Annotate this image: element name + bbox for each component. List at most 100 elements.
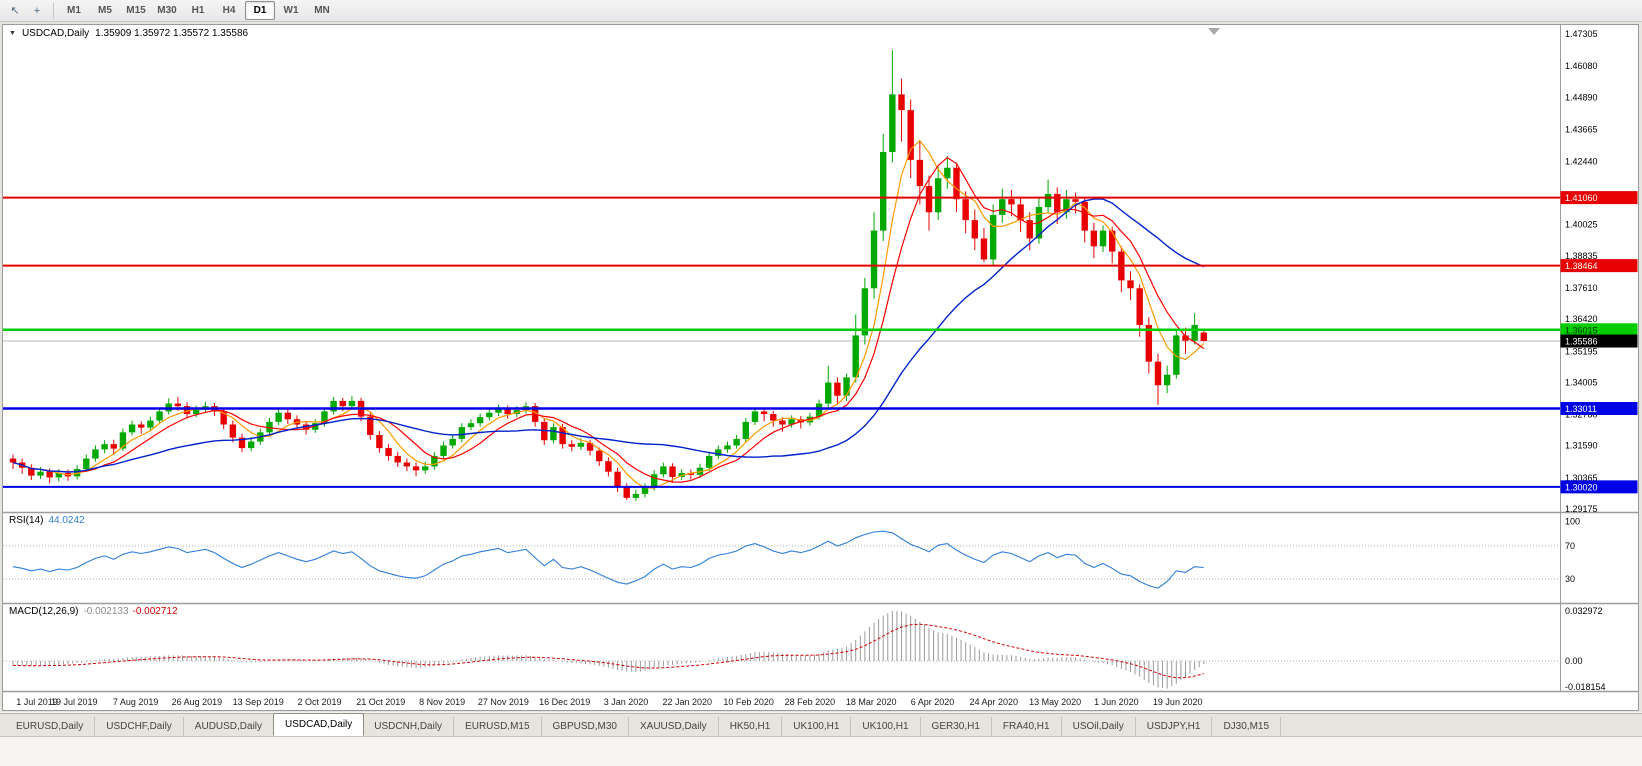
svg-text:1.33011: 1.33011 bbox=[1565, 404, 1597, 414]
timeframe-toolbar: ↖ + M1 M5 M15 M30 H1 H4 D1 W1 MN bbox=[0, 0, 1642, 22]
svg-text:19 Jun 2020: 19 Jun 2020 bbox=[1153, 697, 1203, 707]
svg-text:21 Oct 2019: 21 Oct 2019 bbox=[356, 697, 405, 707]
level-price-badge bbox=[1560, 480, 1638, 494]
svg-text:1.38464: 1.38464 bbox=[1565, 261, 1598, 271]
level-price-badge bbox=[1560, 401, 1638, 415]
level-price-badge bbox=[1560, 259, 1638, 273]
svg-text:1.34005: 1.34005 bbox=[1565, 377, 1598, 387]
mid-ma-line bbox=[12, 156, 1205, 483]
price-axis[interactable]: 1.47305 1.46080 1.44890 1.43665 1.42440 1.400… bbox=[1560, 29, 1638, 514]
tab-fra40-h1[interactable]: FRA40,H1 bbox=[992, 717, 1062, 736]
rsi-indicator-label: RSI(14) 44.0242 bbox=[9, 515, 85, 526]
timeframe-m1-button[interactable]: M1 bbox=[67, 5, 81, 16]
svg-text:1.31590: 1.31590 bbox=[1565, 441, 1598, 451]
svg-text:30: 30 bbox=[1565, 574, 1575, 584]
svg-text:1.36420: 1.36420 bbox=[1565, 314, 1598, 324]
svg-text:16 Dec 2019: 16 Dec 2019 bbox=[539, 697, 590, 707]
chart-dropdown-icon[interactable]: ▼ bbox=[9, 30, 16, 37]
timeframe-m15-button[interactable]: M15 bbox=[126, 5, 146, 16]
tab-gbpusd-m30[interactable]: GBPUSD,M30 bbox=[542, 717, 629, 736]
svg-text:1 Jun 2020: 1 Jun 2020 bbox=[1094, 697, 1139, 707]
price-chart[interactable]: 1.47305 1.46080 1.44890 1.43665 1.42440 1.400… bbox=[2, 24, 1639, 711]
svg-text:1.37610: 1.37610 bbox=[1565, 283, 1598, 293]
slow-ma-line bbox=[12, 198, 1205, 473]
svg-text:0.00: 0.00 bbox=[1565, 656, 1583, 666]
indicator-axis-labels: 100 70 30 0.032972 0.00 -0.018154 bbox=[1565, 516, 1606, 692]
svg-text:1.29175: 1.29175 bbox=[1565, 504, 1598, 514]
fast-ma-line bbox=[12, 139, 1205, 489]
timeframe-m5-button[interactable]: M5 bbox=[98, 5, 112, 16]
macd-main-value: -0.002133 bbox=[83, 606, 129, 617]
level-price-badge bbox=[1560, 323, 1638, 337]
timeframe-h4-button[interactable]: H4 bbox=[222, 5, 236, 16]
svg-text:10 Feb 2020: 10 Feb 2020 bbox=[723, 697, 774, 707]
rsi-pane bbox=[3, 530, 1561, 589]
macd-indicator-label: MACD(12,26,9) -0.002133 -0.002712 bbox=[9, 606, 178, 617]
moving-averages-layer bbox=[12, 139, 1205, 489]
svg-text:100: 100 bbox=[1565, 516, 1580, 526]
svg-text:3 Jan 2020: 3 Jan 2020 bbox=[604, 697, 649, 707]
toolbar-icon-group: ↖ + bbox=[4, 1, 48, 21]
tab-ger30-h1[interactable]: GER30,H1 bbox=[921, 717, 992, 736]
tab-usdjpy-h1[interactable]: USDJPY,H1 bbox=[1136, 717, 1213, 736]
svg-text:13 May 2020: 13 May 2020 bbox=[1029, 697, 1081, 707]
timeframe-mn-button[interactable]: MN bbox=[314, 5, 330, 16]
svg-text:1.35195: 1.35195 bbox=[1565, 346, 1598, 356]
tab-xauusd-daily[interactable]: XAUUSD,Daily bbox=[629, 717, 719, 736]
crosshair-tool-icon[interactable]: + bbox=[33, 4, 41, 17]
rsi-value: 44.0242 bbox=[48, 515, 85, 526]
svg-text:1.41060: 1.41060 bbox=[1565, 193, 1598, 203]
chart-tab-bar: EURUSD,Daily USDCHF,Daily AUDUSD,Daily USDC… bbox=[0, 713, 1642, 737]
tab-audusd-daily[interactable]: AUDUSD,Daily bbox=[184, 717, 275, 736]
tab-uk100-h1[interactable]: UK100,H1 bbox=[851, 717, 921, 736]
svg-text:1.43665: 1.43665 bbox=[1565, 124, 1598, 134]
tab-hk50-h1[interactable]: HK50,H1 bbox=[719, 717, 783, 736]
timeframe-d1-button[interactable]: D1 bbox=[245, 1, 275, 20]
svg-text:1.38835: 1.38835 bbox=[1565, 251, 1598, 261]
timeframe-h1-button[interactable]: H1 bbox=[191, 5, 205, 16]
chart-shift-marker[interactable] bbox=[1208, 28, 1220, 35]
svg-text:13 Sep 2019: 13 Sep 2019 bbox=[233, 697, 284, 707]
current-price-badge bbox=[1560, 334, 1638, 348]
macd-signal-value: -0.002712 bbox=[132, 606, 178, 617]
candles-layer bbox=[9, 50, 1207, 502]
svg-text:-0.018154: -0.018154 bbox=[1565, 682, 1606, 692]
timeframe-bar: M1 M5 M15 M30 H1 H4 D1 W1 MN bbox=[59, 1, 337, 20]
tab-usdcad-daily[interactable]: USDCAD,Daily bbox=[273, 713, 365, 736]
chart-canvas[interactable]: 1.47305 1.46080 1.44890 1.43665 1.42440 1.400… bbox=[3, 25, 1638, 710]
tab-uk100-h1[interactable]: UK100,H1 bbox=[782, 717, 852, 736]
svg-text:70: 70 bbox=[1565, 541, 1575, 551]
chart-symbol-period: USDCAD,Daily bbox=[21, 28, 90, 39]
svg-text:1.46080: 1.46080 bbox=[1565, 61, 1598, 71]
timeframe-w1-button[interactable]: W1 bbox=[283, 5, 299, 16]
cursor-tool-icon[interactable]: ↖ bbox=[10, 5, 20, 17]
tab-eurusd-daily[interactable]: EURUSD,Daily bbox=[5, 717, 96, 736]
svg-text:1.36015: 1.36015 bbox=[1565, 325, 1598, 335]
svg-text:1.44890: 1.44890 bbox=[1565, 92, 1598, 102]
svg-text:1 Jul 2019: 1 Jul 2019 bbox=[16, 697, 58, 707]
rsi-name: RSI(14) bbox=[9, 515, 44, 526]
svg-text:24 Apr 2020: 24 Apr 2020 bbox=[970, 697, 1019, 707]
timeframe-m30-button[interactable]: M30 bbox=[157, 5, 177, 16]
tab-dj30-m15[interactable]: DJ30,M15 bbox=[1212, 717, 1282, 736]
svg-text:28 Feb 2020: 28 Feb 2020 bbox=[785, 697, 836, 707]
panel-chrome bbox=[3, 25, 1638, 693]
tab-usdchf-daily[interactable]: USDCHF,Daily bbox=[95, 717, 184, 736]
svg-text:2 Oct 2019: 2 Oct 2019 bbox=[297, 697, 341, 707]
macd-name: MACD(12,26,9) bbox=[9, 606, 79, 617]
toolbar-separator bbox=[53, 2, 54, 19]
tab-usdcnh-daily[interactable]: USDCNH,Daily bbox=[363, 717, 455, 736]
tab-usoil-daily[interactable]: USOil,Daily bbox=[1062, 717, 1136, 736]
svg-text:27 Nov 2019: 27 Nov 2019 bbox=[478, 697, 529, 707]
svg-text:1.42440: 1.42440 bbox=[1565, 156, 1598, 166]
svg-text:26 Aug 2019: 26 Aug 2019 bbox=[172, 697, 223, 707]
svg-text:6 Apr 2020: 6 Apr 2020 bbox=[911, 697, 955, 707]
tab-eurusd-m15[interactable]: EURUSD,M15 bbox=[454, 717, 542, 736]
svg-text:1.35586: 1.35586 bbox=[1565, 337, 1598, 347]
svg-text:19 Jul 2019: 19 Jul 2019 bbox=[51, 697, 98, 707]
svg-text:1.30365: 1.30365 bbox=[1565, 473, 1598, 483]
horizontal-levels-layer bbox=[3, 196, 1561, 488]
macd-pane bbox=[3, 610, 1561, 689]
svg-text:8 Nov 2019: 8 Nov 2019 bbox=[419, 697, 465, 707]
